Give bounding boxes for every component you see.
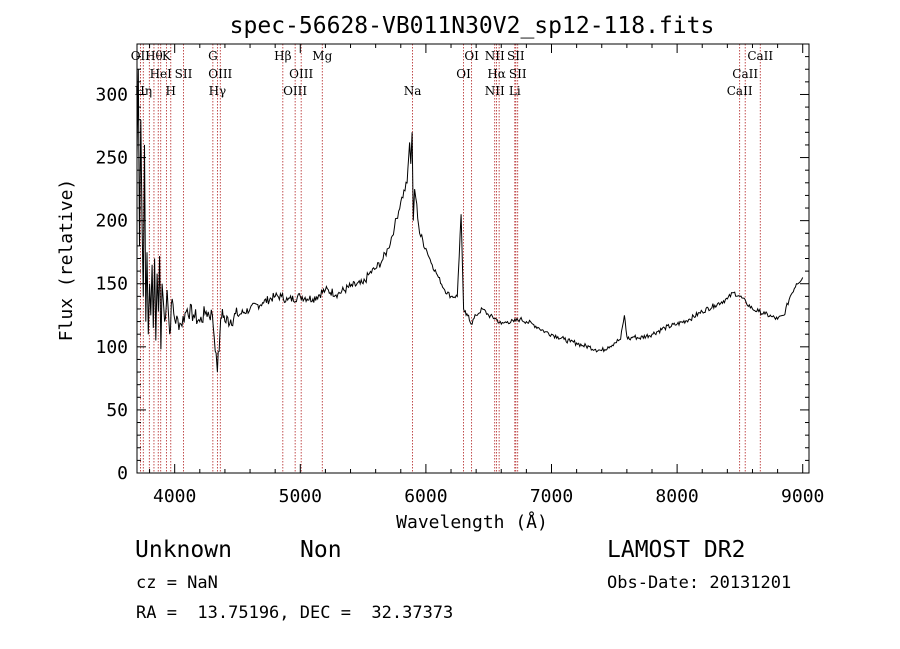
y-tick-label: 150	[95, 274, 128, 295]
redshift-cz: cz = NaN	[136, 573, 218, 593]
x-tick-label: 6000	[404, 486, 447, 507]
y-axis-ticks: 0 50 100 150 200 250 300	[95, 56, 809, 484]
line-label: OIII	[283, 84, 307, 98]
x-tick-label: 4000	[153, 486, 196, 507]
line-labels: OIIHηHθHeIKHSIIGHγOIIIHβOIIIOIIIMgNaOIOI…	[131, 49, 774, 98]
spectrum-line	[136, 69, 804, 373]
x-tick-label: 8000	[655, 486, 698, 507]
line-label: NII	[485, 49, 505, 63]
line-label: Mg	[312, 49, 332, 63]
line-label: SII	[175, 67, 193, 81]
line-label: Na	[404, 84, 422, 98]
x-tick-label: 9000	[781, 486, 824, 507]
y-tick-label: 200	[95, 211, 128, 232]
ra-dec-coordinates: RA = 13.75196, DEC = 32.37373	[136, 603, 454, 623]
line-label: Hθ	[145, 49, 163, 63]
survey-name: LAMOST DR2	[607, 537, 746, 563]
x-axis-label: Wavelength (Å)	[396, 511, 548, 533]
line-label: CaII	[732, 67, 758, 81]
line-label: OIII	[208, 67, 232, 81]
line-label: OI	[456, 67, 471, 81]
line-label: CaII	[727, 84, 753, 98]
line-label: K	[162, 49, 172, 63]
line-label: NII	[485, 84, 505, 98]
observation-date: Obs-Date: 20131201	[607, 573, 792, 593]
line-label: OI	[464, 49, 479, 63]
line-label: CaII	[747, 49, 773, 63]
plot-frame	[136, 43, 810, 474]
y-tick-label: 50	[106, 400, 128, 421]
line-label: OIII	[289, 67, 313, 81]
x-axis-ticks: 4000 5000 6000 7000 8000 9000	[149, 44, 824, 507]
y-axis-label: Flux (relative)	[56, 179, 77, 342]
line-label: Hγ	[209, 84, 227, 98]
line-label: G	[208, 49, 218, 63]
y-tick-label: 100	[95, 337, 128, 358]
object-class: Unknown	[135, 537, 232, 563]
object-subclass: Non	[300, 537, 342, 563]
line-label: HeI	[150, 67, 173, 81]
x-tick-label: 5000	[279, 486, 322, 507]
y-tick-label: 300	[95, 84, 128, 105]
x-tick-label: 7000	[530, 486, 573, 507]
line-label: SII	[509, 67, 527, 81]
line-label: Hα	[487, 67, 506, 81]
chart-title: spec-56628-VB011N30V2_sp12-118.fits	[230, 13, 715, 39]
line-label: Hβ	[274, 49, 291, 63]
line-label: SII	[507, 49, 525, 63]
line-label: H	[166, 84, 176, 98]
line-label: Li	[509, 84, 521, 98]
y-tick-label: 0	[117, 463, 128, 484]
y-tick-label: 250	[95, 148, 128, 169]
line-marks	[139, 44, 761, 473]
line-label: OII	[131, 49, 151, 63]
